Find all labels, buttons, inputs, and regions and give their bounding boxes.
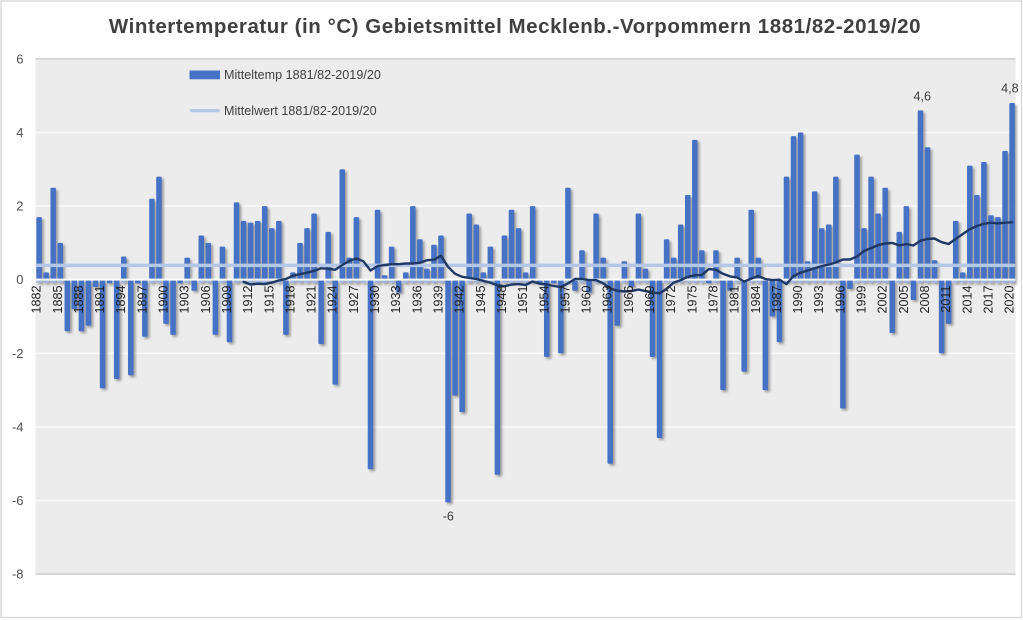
svg-text:1918: 1918 [283,286,297,314]
svg-text:1996: 1996 [833,286,847,314]
svg-text:2020: 2020 [1003,286,1017,314]
svg-text:1915: 1915 [262,286,276,314]
svg-text:1981: 1981 [728,286,742,314]
svg-text:1978: 1978 [707,286,721,314]
svg-text:6: 6 [16,51,23,66]
svg-text:1972: 1972 [664,286,678,314]
svg-text:2014: 2014 [960,286,974,314]
svg-text:1888: 1888 [72,286,86,314]
svg-text:-4: -4 [12,419,24,434]
svg-text:1891: 1891 [93,286,107,314]
svg-text:Wintertemperatur (in °C) Gebie: Wintertemperatur (in °C) Gebietsmittel M… [109,15,921,38]
svg-text:-6: -6 [12,493,24,508]
svg-text:1903: 1903 [178,286,192,314]
svg-text:1948: 1948 [495,286,509,314]
svg-text:2005: 2005 [897,286,911,314]
svg-text:1906: 1906 [199,286,213,314]
svg-text:2017: 2017 [981,286,995,314]
svg-text:Mitteltemp 1881/82-2019/20: Mitteltemp 1881/82-2019/20 [224,68,381,82]
svg-text:1957: 1957 [558,286,572,314]
svg-text:1882: 1882 [30,286,44,314]
svg-text:2002: 2002 [876,286,890,314]
svg-text:1951: 1951 [516,286,530,314]
svg-text:1939: 1939 [432,286,446,314]
svg-text:1909: 1909 [220,286,234,314]
svg-text:1885: 1885 [51,286,65,314]
svg-text:1912: 1912 [241,286,255,314]
svg-text:2011: 2011 [939,286,953,313]
svg-text:1945: 1945 [474,286,488,314]
svg-text:1975: 1975 [685,286,699,314]
svg-text:1954: 1954 [537,286,551,314]
svg-text:1987: 1987 [770,286,784,314]
svg-text:1990: 1990 [791,286,805,314]
svg-text:Mittelwert 1881/82-2019/20: Mittelwert 1881/82-2019/20 [224,104,377,118]
svg-text:1984: 1984 [749,286,763,314]
svg-text:1942: 1942 [453,286,467,314]
svg-text:-2: -2 [12,346,24,361]
svg-text:-6: -6 [443,509,454,523]
svg-text:2008: 2008 [918,286,932,314]
svg-text:1921: 1921 [305,286,319,314]
svg-text:1930: 1930 [368,286,382,314]
svg-text:2: 2 [16,199,23,214]
svg-text:1993: 1993 [812,286,826,314]
svg-text:1999: 1999 [855,286,869,314]
svg-text:1960: 1960 [580,286,594,314]
svg-text:1894: 1894 [114,286,128,314]
svg-text:1933: 1933 [389,286,403,314]
svg-text:4,8: 4,8 [1001,82,1019,96]
svg-text:1900: 1900 [157,286,171,314]
svg-text:0: 0 [16,272,23,287]
svg-text:1966: 1966 [622,286,636,314]
svg-text:4: 4 [16,125,23,140]
svg-text:-8: -8 [12,567,24,582]
svg-text:1963: 1963 [601,286,615,314]
svg-text:1897: 1897 [135,286,149,314]
svg-text:4,6: 4,6 [914,90,932,104]
svg-text:1969: 1969 [643,286,657,314]
svg-text:1936: 1936 [410,286,424,314]
svg-text:1924: 1924 [326,286,340,314]
svg-text:1927: 1927 [347,286,361,314]
